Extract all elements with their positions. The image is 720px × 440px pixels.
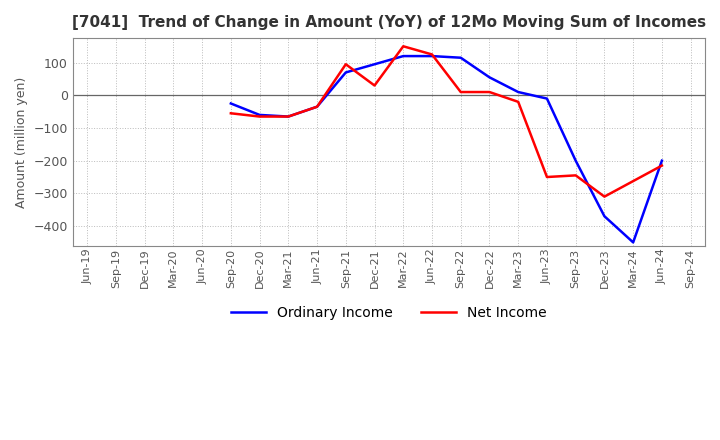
Net Income [543, 174, 552, 180]
Ordinary Income [256, 112, 264, 117]
Net Income [399, 44, 408, 49]
Ordinary Income [572, 158, 580, 163]
Y-axis label: Amount (million yen): Amount (million yen) [15, 76, 28, 208]
Ordinary Income [428, 53, 436, 59]
Ordinary Income [399, 53, 408, 59]
Ordinary Income [341, 70, 350, 75]
Ordinary Income [629, 240, 637, 245]
Ordinary Income [657, 158, 666, 163]
Net Income [600, 194, 608, 199]
Net Income [256, 114, 264, 119]
Net Income [572, 173, 580, 178]
Legend: Ordinary Income, Net Income: Ordinary Income, Net Income [226, 301, 552, 326]
Ordinary Income [227, 101, 235, 106]
Ordinary Income [284, 114, 292, 119]
Ordinary Income [543, 96, 552, 101]
Ordinary Income [456, 55, 465, 60]
Net Income [657, 163, 666, 168]
Net Income [227, 110, 235, 116]
Ordinary Income [600, 213, 608, 219]
Net Income [514, 99, 523, 104]
Ordinary Income [370, 62, 379, 67]
Line: Ordinary Income: Ordinary Income [231, 56, 662, 242]
Net Income [370, 83, 379, 88]
Ordinary Income [485, 75, 494, 80]
Title: [7041]  Trend of Change in Amount (YoY) of 12Mo Moving Sum of Incomes: [7041] Trend of Change in Amount (YoY) o… [72, 15, 706, 30]
Net Income [456, 89, 465, 95]
Net Income [428, 52, 436, 57]
Net Income [312, 104, 321, 110]
Ordinary Income [514, 89, 523, 95]
Net Income [284, 114, 292, 119]
Net Income [341, 62, 350, 67]
Ordinary Income [312, 104, 321, 110]
Line: Net Income: Net Income [231, 46, 662, 197]
Net Income [485, 89, 494, 95]
